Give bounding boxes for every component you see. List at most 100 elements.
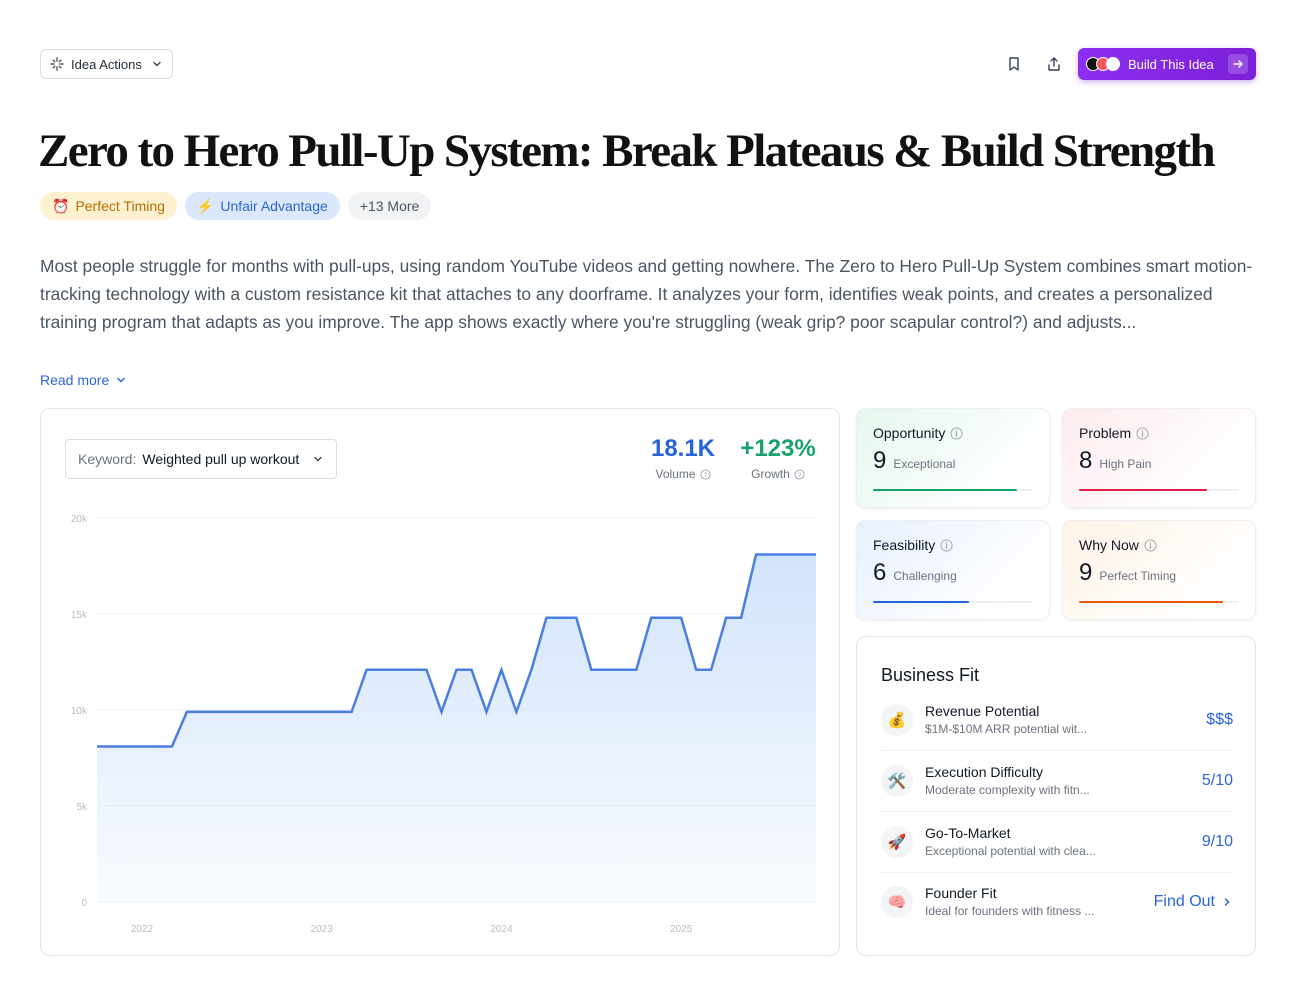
fit-row-execution-difficulty[interactable]: 🛠️ Execution Difficulty Moderate complexi… [881, 750, 1233, 811]
fit-row-go-to-market[interactable]: 🚀 Go-To-Market Exceptional potential with… [881, 811, 1233, 872]
metric-bar-fill [873, 489, 1017, 491]
brain-icon: 🧠 [881, 885, 913, 918]
money-bag-icon: 💰 [881, 703, 913, 736]
partner-logos [1086, 57, 1120, 71]
fit-name: Founder Fit [925, 885, 997, 901]
lightning-icon: ⚡ [196, 197, 215, 214]
info-icon[interactable] [1136, 426, 1149, 440]
tag-unfair-advantage[interactable]: ⚡ Unfair Advantage [184, 192, 340, 220]
metric-card-problem[interactable]: Problem 8 High Pain [1062, 408, 1256, 508]
divider [881, 811, 1233, 812]
metric-name: Why Now [1079, 537, 1139, 553]
metric-name: Feasibility [873, 537, 936, 553]
y-tick-label: 15k [71, 610, 88, 621]
idea-actions-label: Idea Actions [71, 56, 142, 72]
tools-icon: 🛠️ [881, 764, 913, 797]
fit-name: Execution Difficulty [925, 764, 1044, 780]
fit-desc: Exceptional potential with clea... [925, 844, 1096, 858]
trend-chart: 0 5k 10k 15k 20k 2022 2023 2024 2025 [71, 514, 817, 935]
metric-score: 6 [873, 559, 887, 586]
help-icon[interactable]: ? [794, 468, 805, 480]
tag-label: +13 More [359, 198, 420, 214]
metric-bar-fill [1079, 489, 1207, 491]
y-tick-label: 0 [81, 898, 87, 909]
metric-label: Challenging [893, 569, 957, 583]
divider [881, 750, 1233, 751]
chevron-right-icon [1224, 897, 1230, 906]
trend-line [97, 553, 816, 748]
growth-label: Growth [751, 467, 790, 481]
fit-row-revenue-potential[interactable]: 💰 Revenue Potential $1M-$10M ARR potentia… [881, 689, 1233, 750]
tag-label: Perfect Timing [75, 198, 165, 214]
metric-bar [873, 601, 1033, 603]
volume-label: Volume [655, 467, 696, 481]
fit-desc: Moderate complexity with fitn... [925, 783, 1090, 797]
fit-desc: $1M-$10M ARR potential wit... [925, 722, 1088, 736]
y-tick-label: 20k [71, 514, 88, 525]
business-fit-title: Business Fit [881, 665, 980, 685]
metric-bar [873, 489, 1033, 491]
keyword-select[interactable]: Keyword: Weighted pull up workout [65, 439, 337, 479]
build-label: Build This Idea [1128, 56, 1214, 72]
volume-value: 18.1K [650, 435, 716, 462]
x-tick-label: 2025 [670, 924, 693, 935]
read-more-label: Read more [40, 372, 110, 388]
arrow-right-icon [1228, 54, 1248, 74]
info-icon[interactable] [940, 538, 953, 552]
keyword-value: Weighted pull up workout [142, 451, 300, 467]
x-tick-label: 2022 [131, 924, 154, 935]
fit-value: 5/10 [1201, 771, 1233, 789]
growth-stat: +123% Growth ? [735, 435, 821, 481]
rocket-icon: 🚀 [881, 825, 913, 858]
metric-card-opportunity[interactable]: Opportunity 9 Exceptional [856, 408, 1050, 508]
chevron-down-icon [117, 377, 126, 383]
fit-desc: Ideal for founders with fitness ... [925, 904, 1095, 918]
metric-card-feasibility[interactable]: Feasibility 6 Challenging [856, 520, 1050, 620]
chevron-down-icon [314, 456, 322, 462]
y-tick-label: 5k [76, 802, 88, 813]
trend-area [97, 554, 816, 902]
metric-name: Problem [1079, 425, 1132, 441]
svg-text:?: ? [703, 471, 707, 478]
info-icon[interactable] [950, 426, 963, 440]
sparkle-icon [50, 57, 64, 71]
volume-stat: 18.1K Volume ? [647, 435, 719, 481]
tag-label: Unfair Advantage [220, 198, 328, 214]
metric-label: High Pain [1099, 457, 1152, 471]
metric-bar [1079, 601, 1239, 603]
metric-card-why-now[interactable]: Why Now 9 Perfect Timing [1062, 520, 1256, 620]
find-out-link[interactable]: Find Out [1154, 893, 1233, 911]
divider [881, 872, 1233, 873]
growth-value: +123% [740, 435, 816, 462]
idea-description: Most people struggle for months with pul… [40, 256, 1253, 332]
x-tick-label: 2024 [490, 924, 513, 935]
metric-label: Perfect Timing [1099, 569, 1177, 583]
fit-value: $$$ [1206, 710, 1233, 728]
chevron-down-icon [153, 61, 161, 67]
tag-more[interactable]: +13 More [347, 192, 432, 220]
keyword-trend-card: 0 5k 10k 15k 20k 2022 2023 2024 2025 Keyword: We… [40, 408, 840, 956]
metric-bar-fill [1079, 601, 1223, 603]
keyword-label: Keyword: [78, 451, 137, 467]
metric-name: Opportunity [873, 425, 946, 441]
tag-perfect-timing[interactable]: ⏰ Perfect Timing [40, 192, 177, 220]
info-icon[interactable] [1144, 538, 1157, 552]
fit-value: 9/10 [1201, 832, 1233, 850]
alarm-clock-icon: ⏰ [52, 197, 70, 214]
fit-name: Revenue Potential [925, 703, 1040, 719]
metric-bar [1079, 489, 1239, 491]
metric-label: Exceptional [893, 457, 956, 471]
top-bar: Idea Actions Build This Idea [40, 48, 1256, 80]
metric-score: 8 [1079, 447, 1093, 474]
metric-bar-fill [873, 601, 969, 603]
svg-text:?: ? [798, 471, 802, 478]
share-button[interactable] [1042, 52, 1066, 76]
fit-row-founder-fit[interactable]: 🧠 Founder Fit Ideal for founders with fit… [881, 871, 1233, 932]
x-tick-label: 2023 [311, 924, 334, 935]
build-this-idea-button[interactable]: Build This Idea [1078, 48, 1256, 80]
tag-list: ⏰ Perfect Timing ⚡ Unfair Advantage +13 … [40, 192, 432, 220]
read-more-link[interactable]: Read more [40, 372, 127, 388]
idea-actions-dropdown[interactable]: Idea Actions [40, 49, 173, 79]
help-icon[interactable]: ? [699, 468, 711, 480]
bookmark-button[interactable] [1002, 52, 1026, 76]
